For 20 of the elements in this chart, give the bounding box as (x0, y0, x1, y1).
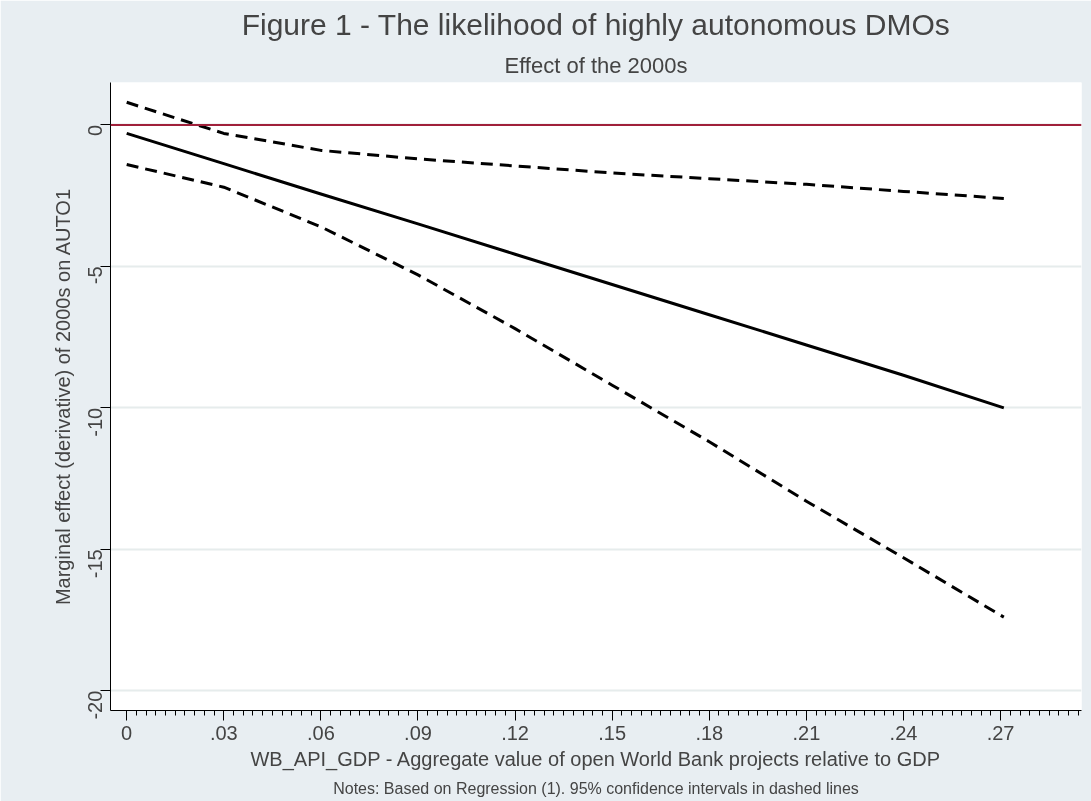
x-tick-label: .27 (986, 721, 1015, 744)
y-tick-label: -15 (84, 549, 107, 579)
text: Notes: Based on Regression (1). 95% confidence intervals in dashed lines (333, 779, 859, 797)
x-tick-label: .12 (501, 721, 529, 744)
x-tick-label: .09 (404, 721, 432, 744)
x-tick-label: .03 (209, 721, 238, 744)
x-tick-label: .15 (598, 721, 627, 744)
x-tick-label: 0 (121, 721, 133, 744)
chart-title: Figure 1 - The likelihood of highly autonomous DMOs (241, 7, 950, 41)
y-tick-label: -5 (84, 266, 107, 285)
y-axis-title: Marginal effect (derivative) of 2000s on AUTO1 (51, 188, 74, 606)
y-tick-label: -20 (84, 690, 107, 720)
x-axis-title: WB_API_GDP - Aggregate value of open World Bank projects relative to GDP (250, 747, 941, 771)
x-tick-label: .18 (695, 721, 724, 744)
x-tick-label: .06 (306, 721, 335, 744)
chart-subtitle: Effect of the 2000s (504, 52, 688, 78)
x-tick-label: .21 (792, 721, 821, 744)
x-tick-label: .24 (889, 721, 918, 744)
y-tick-label: 0 (84, 124, 107, 137)
y-tick-label: -10 (84, 407, 107, 437)
